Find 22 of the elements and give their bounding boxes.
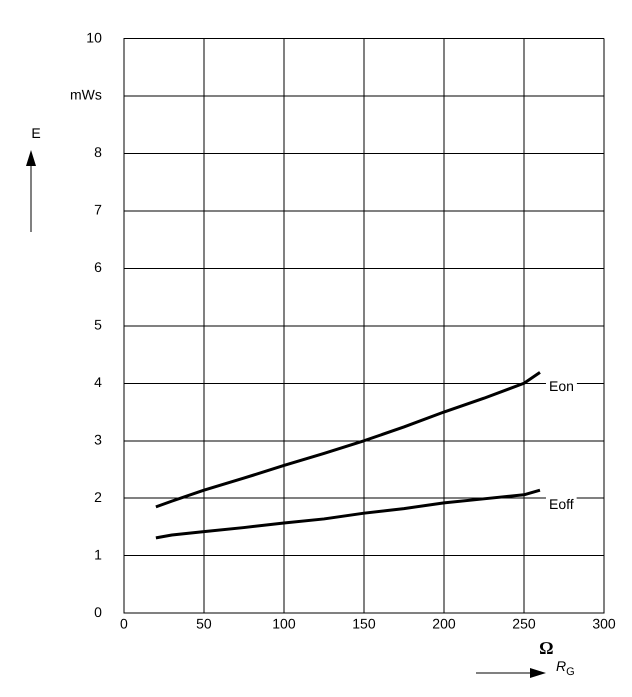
text: Ω — [539, 638, 554, 658]
y-tick-label: 3 — [94, 432, 102, 448]
x-tick-label: 250 — [512, 615, 536, 632]
y-tick-label: 0 — [94, 604, 102, 620]
x-tick-label: 150 — [352, 615, 376, 632]
x-tick-label: 200 — [432, 615, 456, 632]
series-label: Eon — [548, 378, 574, 394]
y-tick-label: mWs — [70, 86, 102, 103]
y-tick-label: 8 — [94, 144, 102, 160]
y-tick-label: 2 — [94, 489, 102, 506]
y-tick-label: 7 — [94, 202, 102, 218]
series-label: Eoff — [548, 496, 574, 512]
y-tick-label: 10 — [86, 29, 102, 46]
x-tick-label: 300 — [592, 615, 616, 632]
y-tick-label: 5 — [94, 316, 102, 333]
y-tick-label: 6 — [94, 259, 102, 276]
x-tick-label: 100 — [272, 615, 296, 632]
x-tick-label: 0 — [120, 615, 128, 632]
y-axis-title: E — [31, 124, 41, 141]
y-tick-label: 4 — [94, 374, 102, 390]
y-tick-label: 1 — [94, 546, 102, 563]
x-tick-label: 50 — [196, 615, 212, 632]
